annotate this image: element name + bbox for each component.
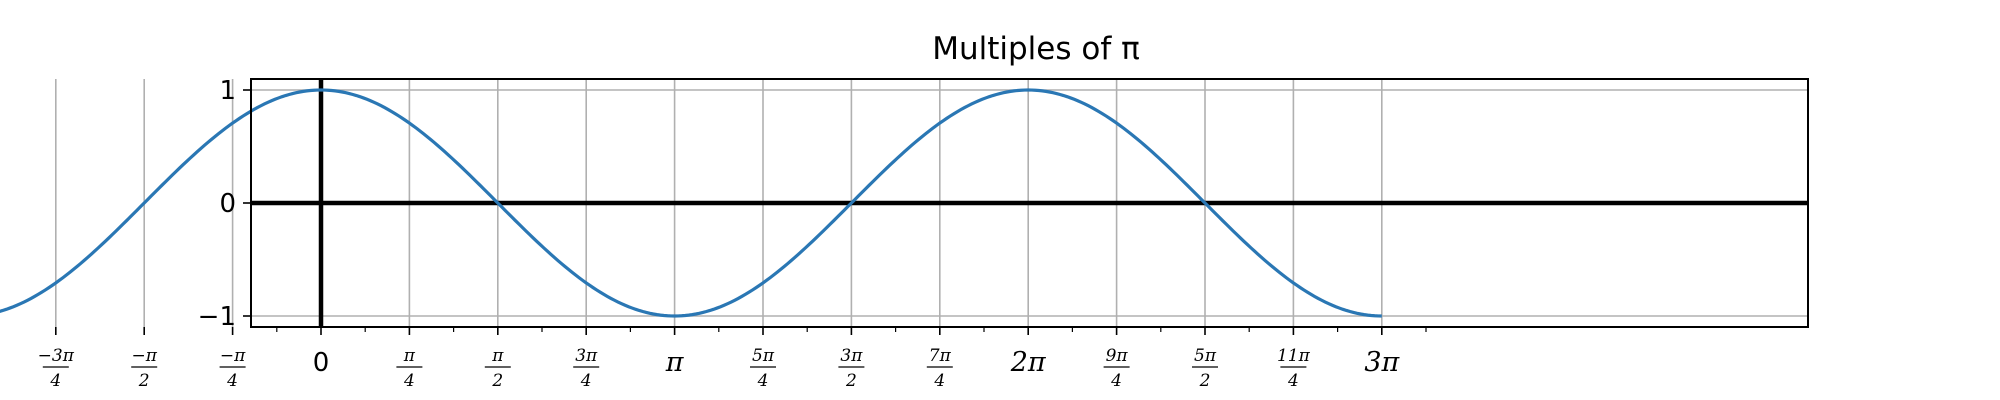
x-tick-label: 0 (313, 348, 330, 378)
x-tick-numerator: π (491, 346, 504, 366)
label-layer: −π−3π4−π2−π40π4π23π4π5π43π27π42π9π45π211… (38, 76, 1401, 391)
x-tick-numerator: 11π (1277, 346, 1311, 366)
y-tick-label: 0 (219, 189, 236, 219)
x-tick-denominator: 4 (580, 371, 592, 391)
series-layer (0, 88, 1382, 318)
x-tick-denominator: 2 (1199, 371, 1211, 391)
x-tick-numerator: 7π (929, 346, 952, 366)
x-tick-numerator: 3π (575, 346, 598, 366)
x-tick-numerator: 5π (1194, 346, 1217, 366)
chart-title: Multiples of π (932, 31, 1140, 67)
x-tick-denominator: 4 (757, 371, 769, 391)
x-tick-label: 2π (1010, 347, 1047, 378)
x-tick-numerator: 9π (1106, 346, 1129, 366)
x-tick-numerator: −π (220, 346, 246, 366)
x-tick-label: π (665, 347, 685, 378)
x-tick-denominator: 4 (1110, 371, 1122, 391)
x-tick-numerator: π (403, 346, 416, 366)
x-tick-numerator: −3π (38, 346, 75, 366)
x-tick-denominator: 4 (226, 371, 238, 391)
series-line-cos (0, 88, 1382, 318)
x-tick-numerator: −π (131, 346, 157, 366)
plot-frame (250, 78, 1809, 328)
x-tick-denominator: 4 (49, 371, 61, 391)
tick-layer (54, 89, 1427, 335)
y-tick-label: −1 (198, 302, 236, 332)
x-tick-denominator: 2 (491, 371, 503, 391)
x-tick-label: 3π (1364, 347, 1400, 378)
x-tick-denominator: 4 (933, 371, 945, 391)
x-tick-denominator: 4 (1287, 371, 1299, 391)
axis-layer (251, 79, 1808, 327)
x-tick-denominator: 2 (845, 371, 857, 391)
x-tick-numerator: 3π (840, 346, 863, 366)
x-tick-numerator: 5π (752, 346, 775, 366)
y-tick-label: 1 (219, 76, 236, 106)
x-tick-denominator: 2 (138, 371, 150, 391)
x-tick-denominator: 4 (403, 371, 415, 391)
